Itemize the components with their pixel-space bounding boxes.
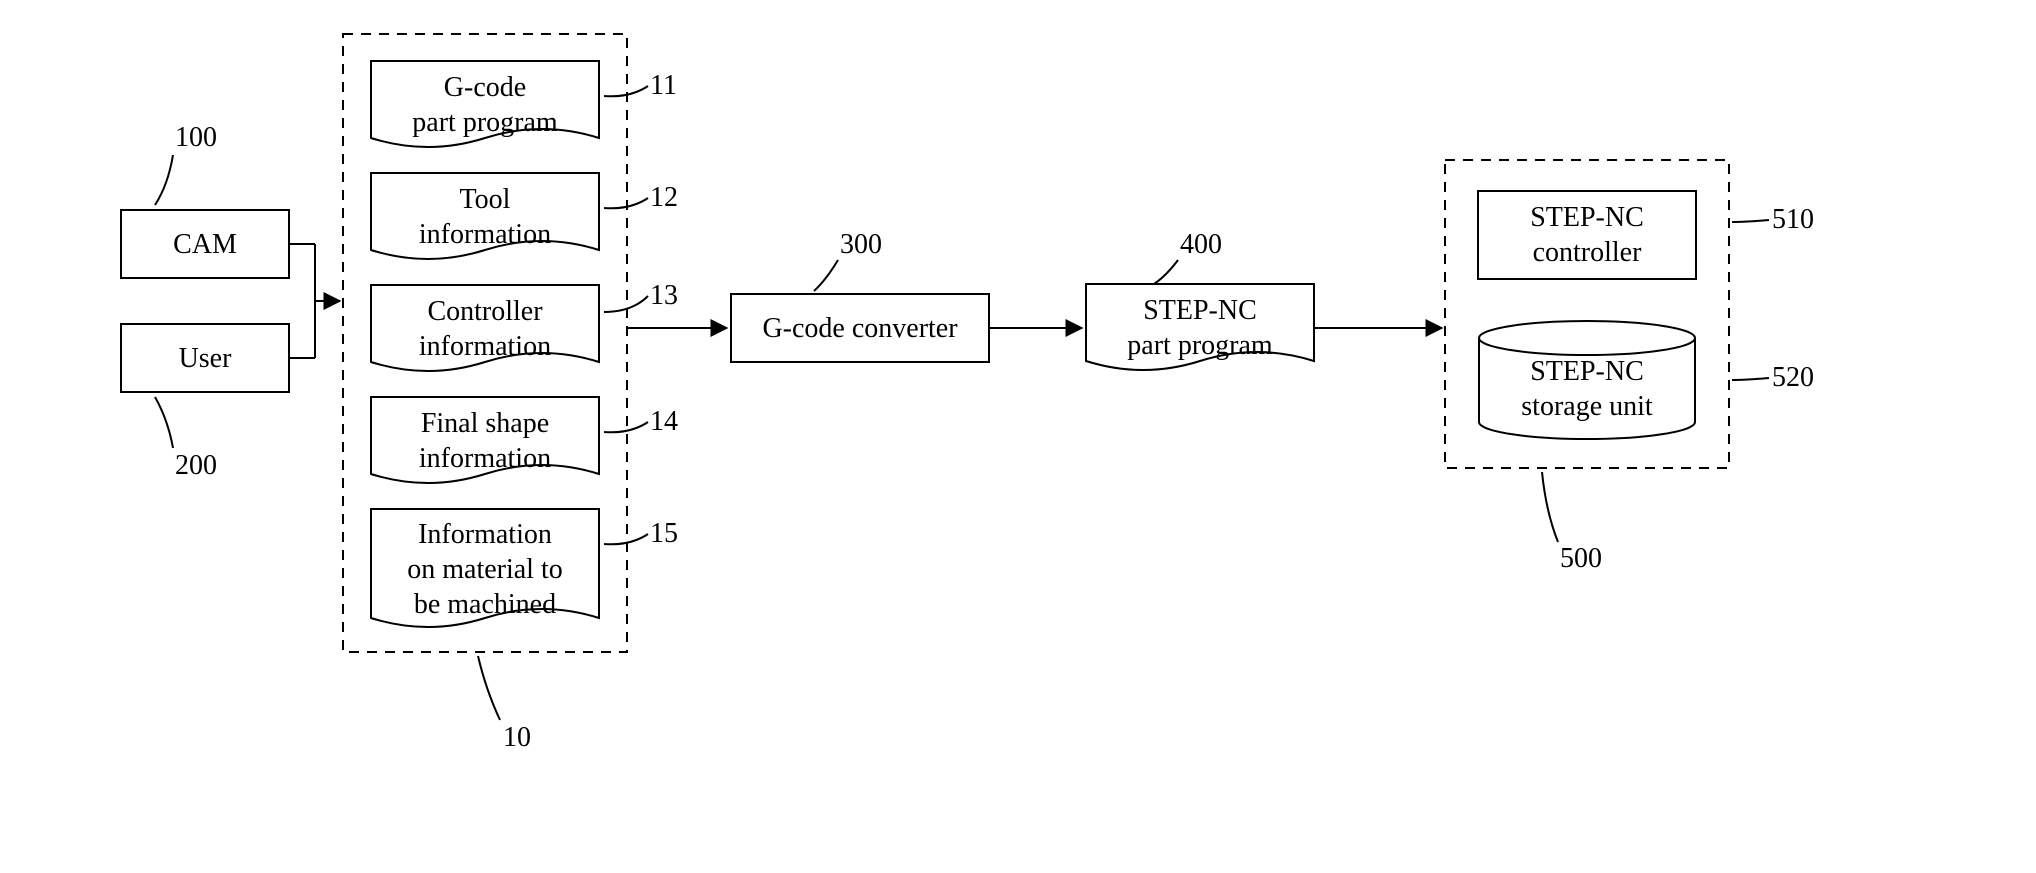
gcode-converter-label: G-code converter (762, 311, 957, 346)
ref-100: 100 (175, 122, 217, 154)
ref-11: 11 (650, 70, 677, 102)
doc-12-line1: Tool (460, 184, 511, 215)
cam-label: CAM (173, 227, 237, 262)
doc-14-line1: Final shape (421, 408, 549, 439)
ref-15: 15 (650, 518, 678, 550)
doc-stepnc-part-program: STEP-NC part program (1085, 283, 1315, 373)
ref-13: 13 (650, 280, 678, 312)
ref-500: 500 (1560, 543, 1602, 575)
stepnc-controller-box: STEP-NC controller (1477, 190, 1697, 280)
user-box: User (120, 323, 290, 393)
doc-final-shape-information: Final shape information (370, 396, 600, 486)
doc-15-line3: be machined (414, 589, 556, 620)
gcode-converter-box: G-code converter (730, 293, 990, 363)
doc-15-line1: Information (418, 519, 552, 550)
stepnc-controller-line2: controller (1533, 237, 1642, 268)
ref-300: 300 (840, 229, 882, 261)
doc-tool-information: Tool information (370, 172, 600, 262)
doc-11-line2: part program (412, 107, 557, 138)
user-label: User (179, 341, 232, 376)
doc-15-line2: on material to (407, 554, 563, 585)
doc-11-line1: G-code (444, 72, 526, 103)
doc-13-line1: Controller (427, 296, 542, 327)
ref-400: 400 (1180, 229, 1222, 261)
cam-box: CAM (120, 209, 290, 279)
stepnc-controller-line1: STEP-NC (1530, 202, 1644, 233)
ref-510: 510 (1772, 204, 1814, 236)
doc-14-line2: information (419, 443, 551, 474)
stepnc-storage-line1: STEP-NC (1530, 356, 1644, 387)
ref-200: 200 (175, 450, 217, 482)
ref-14: 14 (650, 406, 678, 438)
doc-12-line2: information (419, 219, 551, 250)
doc-controller-information: Controller information (370, 284, 600, 374)
stepnc-doc-line1: STEP-NC (1143, 295, 1257, 326)
diagram-overlay (0, 0, 2036, 873)
stepnc-storage-line2: storage unit (1521, 391, 1652, 422)
doc-material-information: Information on material to be machined (370, 508, 600, 630)
stepnc-doc-line2: part program (1127, 330, 1272, 361)
doc-13-line2: information (419, 331, 551, 362)
ref-10: 10 (503, 722, 531, 754)
ref-520: 520 (1772, 362, 1814, 394)
stepnc-storage-cylinder: STEP-NC storage unit (1477, 320, 1697, 440)
ref-12: 12 (650, 182, 678, 214)
doc-gcode-part-program: G-code part program (370, 60, 600, 150)
